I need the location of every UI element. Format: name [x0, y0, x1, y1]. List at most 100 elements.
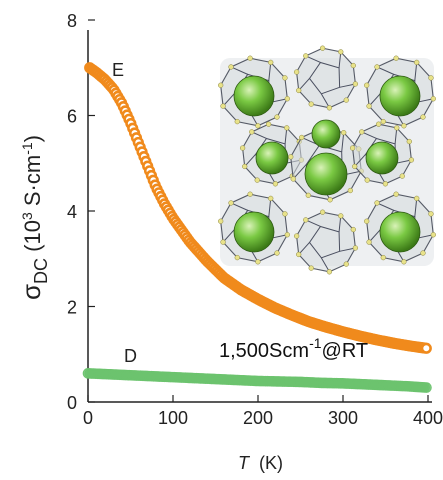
cage-bond — [244, 154, 256, 167]
framework-atom — [247, 55, 253, 61]
cage-bond — [339, 247, 356, 252]
framework-atom — [349, 145, 356, 151]
framework-atom — [303, 217, 309, 223]
y-axis-label-unit-close: ) — [20, 135, 45, 142]
y-axis-label-unit-mid: S·cm — [20, 155, 45, 212]
cage-bond — [230, 66, 248, 75]
cage-bond — [268, 198, 272, 217]
y-tick-label: 6 — [67, 107, 77, 127]
cage-bond — [222, 92, 236, 107]
guest-sphere — [233, 211, 275, 253]
cage-bond — [230, 202, 248, 211]
cage-bond — [414, 198, 418, 217]
cage-bond — [338, 51, 342, 68]
framework-atom — [352, 81, 359, 87]
framework-atom — [282, 75, 288, 81]
framework-atom — [338, 213, 344, 219]
framework-atom — [234, 118, 240, 125]
framework-atom — [406, 138, 412, 145]
y-tick-label: 2 — [67, 298, 77, 318]
framework-atom — [249, 129, 255, 135]
framework-atom — [265, 121, 272, 127]
data-point — [420, 342, 432, 354]
x-axis-label-unit: (K) — [259, 453, 283, 473]
guest-sphere — [379, 211, 421, 253]
framework-atom — [228, 64, 234, 70]
y-tick-label: 4 — [67, 202, 77, 222]
framework-atom — [364, 218, 370, 224]
framework-atom — [326, 269, 333, 275]
cage-bond — [298, 78, 310, 91]
series-label-d: D — [124, 346, 137, 366]
cage-bond — [298, 242, 310, 255]
framework-atom — [375, 121, 382, 127]
cage-bond — [368, 228, 382, 243]
framework-atom — [430, 96, 436, 102]
framework-atom — [428, 75, 434, 81]
cage-bond — [338, 215, 342, 232]
framework-atom — [338, 49, 344, 55]
series-e — [84, 62, 432, 354]
framework-atom — [347, 187, 353, 194]
framework-atom — [234, 254, 240, 261]
cage-bond — [305, 219, 321, 227]
guest-sphere — [379, 75, 421, 117]
y-tick-label: 0 — [67, 393, 77, 413]
guest-sphere — [233, 75, 275, 117]
cage-bond — [414, 62, 418, 81]
framework-atom — [218, 218, 224, 224]
framework-atom — [327, 197, 333, 203]
framework-atom — [350, 62, 356, 69]
room-temperature-annotation: 1,500Scm-1@RT — [219, 335, 368, 362]
annotation-value: 1,500Scm — [219, 340, 309, 362]
cage-bond — [305, 55, 321, 63]
framework-atom — [284, 125, 290, 131]
y-tick-label: 8 — [67, 11, 77, 31]
framework-atom — [374, 64, 380, 70]
framework-atom — [308, 265, 314, 271]
cage-bond — [284, 127, 288, 144]
framework-atom — [341, 130, 347, 136]
cage-face — [308, 61, 341, 95]
series-layer — [82, 62, 432, 393]
framework-atom — [352, 245, 359, 251]
y-axis-label: σDC (103 S·cm-1) — [16, 135, 51, 300]
framework-atom — [296, 251, 302, 258]
x-tick-label: 400 — [413, 408, 443, 428]
y-axis-label-unit-open: (10 — [20, 220, 45, 258]
cage-bond — [395, 159, 412, 164]
framework-atom — [228, 200, 234, 206]
series-label-e: E — [112, 60, 124, 80]
cage-bond — [268, 62, 272, 81]
x-axis-label: T (K) — [238, 453, 283, 473]
framework-atom — [364, 177, 370, 183]
framework-atom — [220, 103, 226, 109]
framework-atom — [247, 191, 253, 197]
framework-atom — [352, 163, 358, 170]
guest-sphere — [365, 141, 399, 175]
series-d — [82, 368, 432, 393]
x-ticks: 0 100 200 300 400 — [83, 395, 443, 428]
framework-atom — [393, 55, 399, 61]
cage-bond — [341, 132, 345, 152]
framework-atom — [401, 123, 407, 129]
framework-atom — [380, 118, 386, 125]
x-tick-label: 300 — [328, 408, 358, 428]
framework-atom — [399, 173, 405, 179]
framework-atom — [218, 82, 224, 88]
data-point — [421, 382, 432, 393]
framework-atom — [393, 191, 399, 197]
framework-atom — [380, 254, 386, 261]
guest-sphere — [311, 119, 341, 149]
framework-atom — [305, 192, 311, 198]
framework-atom — [254, 177, 260, 183]
x-tick-label: 200 — [243, 408, 273, 428]
guest-sphere — [304, 152, 348, 196]
framework-atom — [303, 53, 309, 59]
x-tick-label: 100 — [158, 408, 188, 428]
framework-atom — [282, 211, 288, 217]
framework-atom — [326, 105, 333, 111]
axes — [87, 30, 432, 403]
framework-atom — [220, 239, 226, 245]
cage-bond — [222, 228, 236, 243]
